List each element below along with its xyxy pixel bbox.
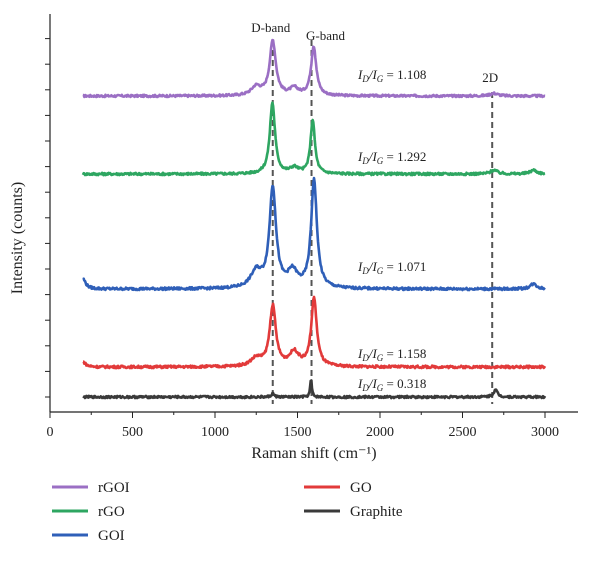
series-line-goi <box>82 176 546 292</box>
legend-item-rgoi: rGOI <box>52 480 130 496</box>
series-line-go <box>82 295 547 370</box>
series-line-rgo <box>81 101 546 177</box>
ratio-label-rgo: ID/IG = 1.292 <box>357 149 426 166</box>
legend-item-rgo: rGO <box>52 504 125 520</box>
band-marker-label: G-band <box>306 28 345 43</box>
legend-item-go: GO <box>304 480 372 496</box>
ratio-label-rgoi: ID/IG = 1.108 <box>357 67 426 84</box>
ratio-label-go: ID/IG = 1.158 <box>357 346 426 363</box>
legend-item-graphite: Graphite <box>304 504 403 520</box>
series-line-graphite <box>82 379 547 400</box>
x-axis-ticks: 0 500 1000 1500 2000 2500 3000 <box>47 412 559 440</box>
ratio-label-goi: ID/IG = 1.071 <box>357 259 426 276</box>
legend-label: GOI <box>98 528 125 544</box>
ratio-label-graphite: ID/IG = 0.318 <box>357 376 426 393</box>
legend-label: Graphite <box>350 504 403 520</box>
series-line-rgoi <box>82 38 546 99</box>
legend: rGOI rGO GOI GO Graphite <box>52 480 403 544</box>
plot-area: 0 500 1000 1500 2000 2500 3000 D-bandG-band2D … <box>45 14 578 440</box>
legend-label: rGO <box>98 504 125 520</box>
legend-label: rGOI <box>98 480 130 496</box>
x-axis-label: Raman shift (cm⁻¹) <box>251 445 376 462</box>
x-tick-label: 2500 <box>449 425 477 440</box>
band-marker-label: D-band <box>251 20 290 35</box>
x-tick-label: 1000 <box>201 425 229 440</box>
ratio-labels: ID/IG = 1.108 ID/IG = 1.292 ID/IG = 1.071 I… <box>357 67 426 393</box>
y-axis-ticks <box>45 38 50 398</box>
band-marker-label: 2D <box>482 70 498 85</box>
legend-label: GO <box>350 480 372 496</box>
x-tick-label: 2000 <box>366 425 394 440</box>
x-tick-label: 0 <box>47 425 54 440</box>
y-axis-label: Intensity (counts) <box>9 182 26 294</box>
x-tick-label: 3000 <box>531 425 559 440</box>
series-lines <box>81 38 547 400</box>
x-tick-label: 1500 <box>284 425 312 440</box>
legend-item-goi: GOI <box>52 528 125 544</box>
x-tick-label: 500 <box>122 425 143 440</box>
